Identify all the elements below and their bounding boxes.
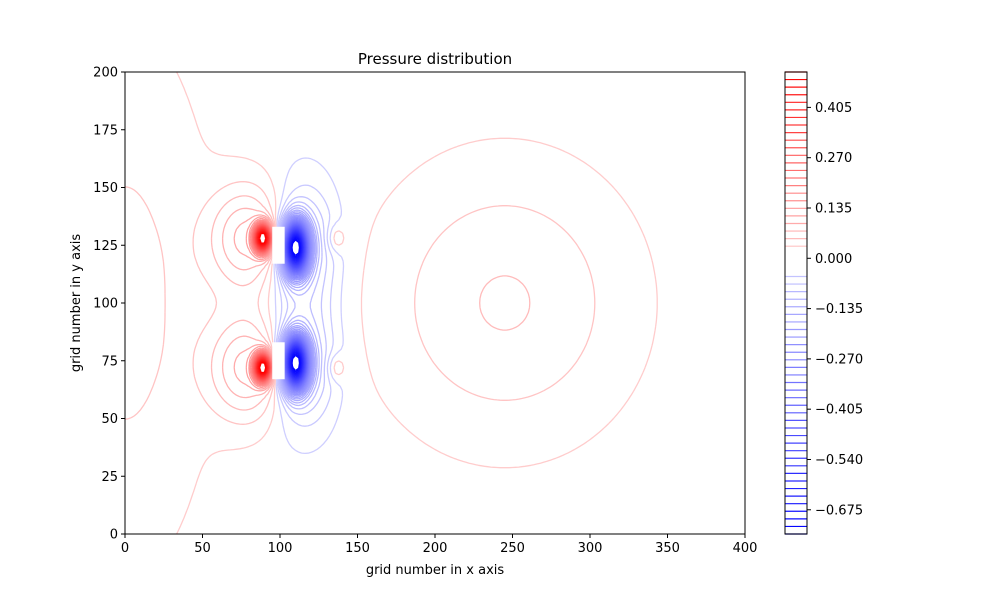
y-tick-label: 0 — [110, 528, 118, 543]
colorbar-tick-label: 0.000 — [815, 252, 852, 267]
x-tick-label: 100 — [268, 541, 293, 556]
y-tick-label: 25 — [101, 470, 118, 485]
y-tick-label: 50 — [101, 412, 118, 427]
y-tick-label: 150 — [93, 181, 118, 196]
y-tick-label: 125 — [93, 239, 118, 254]
y-tick-label: 75 — [101, 354, 118, 369]
y-tick-label: 200 — [93, 66, 118, 81]
colorbar-tick-label: −0.270 — [815, 352, 863, 367]
colorbar-tick-label: −0.675 — [815, 503, 863, 518]
plot-frame — [124, 71, 746, 535]
colorbar-tick-label: 0.270 — [815, 151, 852, 166]
contour-line — [125, 180, 596, 425]
colorbar-frame — [784, 71, 808, 535]
contour-line — [210, 195, 531, 411]
x-tick-label: 250 — [500, 541, 525, 556]
y-tick-label: 100 — [93, 297, 118, 312]
x-tick-label: 150 — [345, 541, 370, 556]
colorbar-tick-label: −0.135 — [815, 302, 863, 317]
chart-title: Pressure distribution — [358, 50, 512, 68]
x-axis-ticks: 0 50 100 150 200 250 300 350 400 — [121, 534, 758, 556]
x-tick-label: 50 — [194, 541, 211, 556]
contour-field — [125, 72, 658, 534]
x-tick-label: 200 — [423, 541, 448, 556]
colorbar-tick-label: 0.135 — [815, 201, 852, 216]
obstacles — [272, 226, 285, 380]
x-tick-label: 350 — [655, 541, 680, 556]
y-axis-label: grid number in y axis — [69, 234, 84, 373]
y-axis-ticks: 0 25 50 75 100 125 150 175 200 — [93, 66, 125, 543]
x-tick-label: 400 — [733, 541, 758, 556]
colorbar-tick-label: −0.405 — [815, 403, 863, 418]
colorbar-ticks: 0.405 0.270 0.135 0.000 −0.135 −0.270 −0.405 −0… — [807, 101, 863, 518]
obstacle-block — [272, 226, 285, 264]
colorbar-tick-label: −0.540 — [815, 453, 863, 468]
y-tick-label: 175 — [93, 123, 118, 138]
x-tick-label: 0 — [121, 541, 129, 556]
x-tick-label: 300 — [578, 541, 603, 556]
obstacle-block — [272, 342, 285, 380]
contour-line — [258, 232, 267, 374]
contour-line — [176, 72, 658, 534]
colorbar-tick-label: 0.405 — [815, 101, 852, 116]
colorbar-levels — [785, 71, 807, 535]
x-axis-label: grid number in x axis — [366, 563, 505, 578]
